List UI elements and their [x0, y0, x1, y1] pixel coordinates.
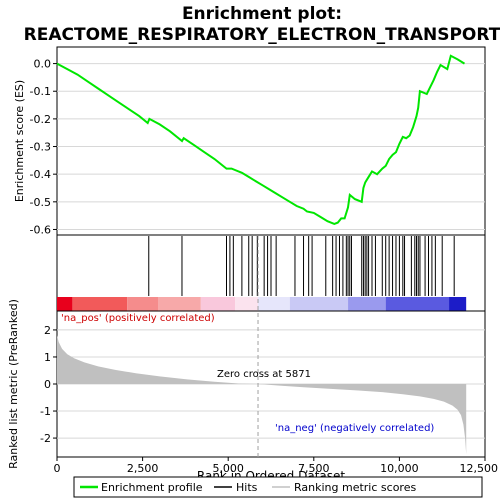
metric-xtick-label: 0 — [54, 462, 61, 475]
metric-ytick-label: -2 — [40, 432, 51, 445]
heatmap-segment — [449, 297, 467, 311]
es-ylabel: Enrichment score (ES) — [13, 80, 26, 202]
heatmap-segment — [200, 297, 236, 311]
enrichment-profile-line — [56, 54, 466, 225]
es-y-axis: 0.0 -0.1 -0.2 -0.3 -0.4 -0.5 -0.6 — [30, 58, 57, 236]
neg-correlated-label: 'na_neg' (negatively correlated) — [275, 423, 434, 434]
es-ytick-label: -0.4 — [30, 168, 51, 181]
es-ytick-label: -0.1 — [30, 85, 51, 98]
metric-xtick-label: 12,500 — [460, 462, 499, 475]
metric-x-axis: 0 2,500 5,000 7,500 10,000 12,500 — [54, 457, 499, 475]
heatmap-segment — [235, 297, 259, 311]
metric-ytick-label: -1 — [40, 405, 51, 418]
es-gridlines — [57, 63, 485, 230]
chart-title-line2: REACTOME_RESPIRATORY_ELECTRON_TRANSPORT — [24, 25, 500, 45]
metric-y-axis: 2 1 0 -1 -2 — [40, 324, 57, 445]
legend: Enrichment profile Hits Ranking metric s… — [73, 476, 483, 498]
zero-cross-label: Zero cross at 5871 — [217, 369, 311, 380]
pos-correlated-label: 'na_pos' (positively correlated) — [61, 313, 215, 324]
es-ytick-label: -0.6 — [30, 223, 51, 236]
legend-label-ranking: Ranking metric scores — [294, 481, 416, 494]
metric-xtick-label: 2,500 — [127, 462, 159, 475]
heatmap-segment — [72, 297, 128, 311]
metric-ylabel: Ranked list metric (PreRanked) — [7, 299, 20, 469]
heatmap-segment — [258, 297, 290, 311]
legend-label-hits: Hits — [236, 481, 258, 494]
heatmap-segment — [289, 297, 349, 311]
chart-title-line1: Enrichment plot: — [182, 4, 342, 24]
es-ytick-label: 0.0 — [34, 58, 52, 71]
heatmap-segment — [348, 297, 386, 311]
metric-xtick-label: 10,000 — [380, 462, 419, 475]
metric-xtick-label: 5,000 — [212, 462, 244, 475]
heatmap-segment — [127, 297, 159, 311]
es-ytick-label: -0.3 — [30, 141, 51, 154]
metric-ytick-label: 1 — [44, 351, 51, 364]
hit-markers — [148, 236, 455, 296]
metric-ytick-label: 2 — [44, 324, 51, 337]
heatmap-segment — [385, 297, 450, 311]
heatmap-segment — [57, 297, 73, 311]
es-ytick-label: -0.2 — [30, 113, 51, 126]
ranking-heatmap-band — [57, 297, 467, 311]
es-ytick-label: -0.5 — [30, 196, 51, 209]
legend-label-enrichment: Enrichment profile — [101, 481, 203, 494]
es-panel — [56, 46, 486, 236]
heatmap-segment — [158, 297, 201, 311]
metric-ytick-label: 0 — [44, 378, 51, 391]
metric-xtick-label: 7,500 — [298, 462, 330, 475]
